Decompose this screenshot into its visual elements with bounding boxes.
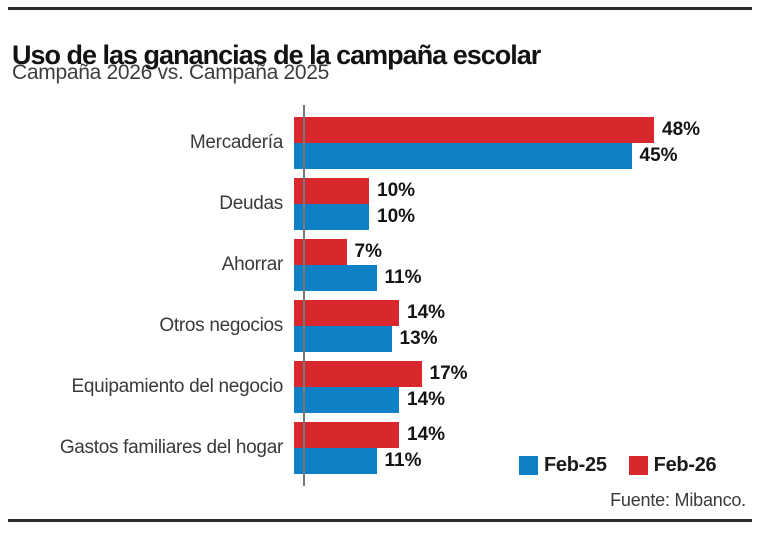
- value-label: 14%: [407, 302, 446, 323]
- bar-feb-25: [294, 265, 377, 291]
- bar-feb-25: [294, 448, 377, 474]
- chart-subtitle: Campaña 2026 vs. Campaña 2025: [12, 61, 330, 84]
- chart-row: Mercadería 48% 45%: [0, 117, 760, 169]
- legend-item: Feb-25: [519, 454, 607, 477]
- category-label: Gastos familiares del hogar: [59, 437, 283, 458]
- value-label: 10%: [377, 206, 416, 227]
- legend-label: Feb-26: [653, 454, 717, 476]
- bar-line: 14%: [294, 387, 760, 413]
- bar-line: 10%: [294, 178, 760, 204]
- legend-label: Feb-25: [544, 454, 607, 476]
- chart-row: Equipamiento del negocio 17% 14%: [0, 361, 760, 413]
- value-label: 10%: [377, 180, 416, 201]
- category-label: Equipamiento del negocio: [71, 376, 284, 397]
- bar-line: 17%: [294, 361, 760, 387]
- bar-group: 17% 14%: [294, 361, 760, 413]
- bar-group: 14% 13%: [294, 300, 760, 352]
- category-label: Otros negocios: [159, 315, 283, 336]
- value-label: 14%: [407, 424, 446, 445]
- bar-line: 45%: [294, 143, 760, 169]
- value-label: 11%: [384, 267, 422, 288]
- bar-group: 10% 10%: [294, 178, 760, 230]
- bar-group: 7% 11%: [294, 239, 760, 291]
- bar-line: 10%: [294, 204, 760, 230]
- value-label: 17%: [429, 363, 468, 384]
- value-label: 14%: [407, 389, 446, 410]
- chart-row: Deudas 10% 10%: [0, 178, 760, 230]
- bar-line: 14%: [294, 422, 760, 448]
- bar-feb-25: [294, 204, 369, 230]
- bar-line: 48%: [294, 117, 760, 143]
- bar-feb-26: [294, 422, 399, 448]
- chart-row: Gastos familiares del hogar 14% 11%: [0, 422, 760, 474]
- bar-group: 14% 11%: [294, 422, 760, 474]
- bar-feb-25: [294, 143, 632, 169]
- bar-group: 48% 45%: [294, 117, 760, 169]
- bar-line: 11%: [294, 265, 760, 291]
- bar-line: 11%: [294, 448, 760, 474]
- value-label: 11%: [384, 450, 422, 471]
- y-axis-line: [303, 105, 305, 486]
- bar-line: 13%: [294, 326, 760, 352]
- bar-feb-26: [294, 300, 399, 326]
- bar-line: 14%: [294, 300, 760, 326]
- bottom-rule: [8, 519, 752, 522]
- bar-feb-26: [294, 361, 422, 387]
- chart-row: Ahorrar 7% 11%: [0, 239, 760, 291]
- legend-swatch-icon: [628, 456, 648, 475]
- bar-feb-25: [294, 326, 392, 352]
- bar-line: 7%: [294, 239, 760, 265]
- value-label: 45%: [639, 145, 678, 166]
- chart-row: Otros negocios 14% 13%: [0, 300, 760, 352]
- value-label: 13%: [399, 328, 438, 349]
- bar-feb-26: [294, 117, 654, 143]
- source-note: Fuente: Mibanco.: [610, 490, 746, 510]
- category-label: Ahorrar: [221, 254, 284, 275]
- bar-feb-25: [294, 387, 399, 413]
- category-label: Mercadería: [189, 132, 283, 153]
- bar-feb-26: [294, 178, 369, 204]
- bar-chart: Mercadería 48% 45% Deudas 10% 10% Ahorrar 7% 11%…: [0, 105, 760, 486]
- chart-rows: Mercadería 48% 45% Deudas 10% 10% Ahorrar 7% 11%…: [0, 117, 760, 474]
- chart-title: Uso de las ganancias de la campaña escol…: [12, 40, 541, 71]
- bar-feb-26: [294, 239, 347, 265]
- legend-item: Feb-26: [628, 454, 717, 477]
- value-label: 48%: [662, 119, 701, 140]
- top-rule: [8, 7, 752, 10]
- category-label: Deudas: [219, 193, 283, 214]
- value-label: 7%: [354, 241, 382, 262]
- legend: Feb-25 Feb-26: [519, 454, 717, 477]
- legend-swatch-icon: [519, 456, 538, 475]
